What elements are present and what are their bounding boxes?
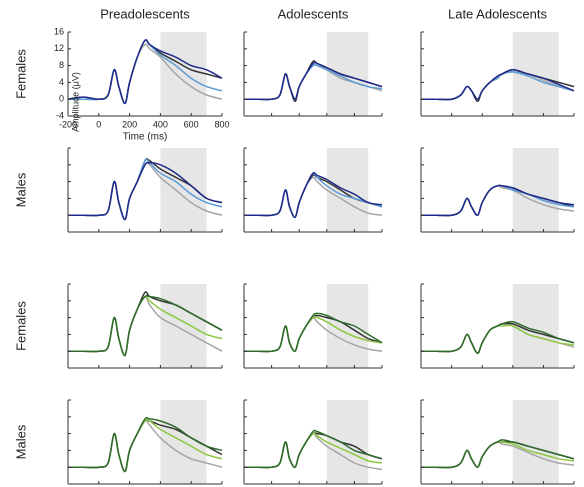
y-tick-label: 16 <box>54 26 64 36</box>
panel <box>420 283 575 369</box>
panel <box>243 399 383 485</box>
erp-line <box>421 320 575 355</box>
row-label: Females <box>13 49 28 99</box>
panel <box>67 283 223 369</box>
panel <box>420 399 575 485</box>
erp-line <box>68 294 223 357</box>
y-tick-label: 8 <box>59 60 64 70</box>
x-tick-label: 800 <box>214 119 229 129</box>
panel <box>243 31 383 117</box>
shaded-window <box>512 148 559 232</box>
erp-line <box>421 69 575 101</box>
erp-line <box>68 161 223 221</box>
panel <box>67 399 223 485</box>
erp-line <box>244 61 383 101</box>
x-tick-label: 0 <box>96 119 101 129</box>
x-tick-label: 400 <box>153 119 168 129</box>
erp-line <box>68 416 223 473</box>
shaded-window <box>160 284 207 368</box>
panel: -4 0 4 8 12 16 -200 0 200 400 600 800 Time (ms) Ampli… <box>54 26 230 142</box>
panel <box>420 147 575 233</box>
y-tick-label: -4 <box>56 110 64 120</box>
shaded-window <box>512 400 559 484</box>
erp-line <box>421 184 575 217</box>
row-label: Males <box>13 424 28 459</box>
row-label: Males <box>13 172 28 207</box>
row-label: Females <box>13 301 28 351</box>
x-axis-label: Time (ms) <box>123 132 168 143</box>
panel <box>243 147 383 233</box>
x-tick-label: 200 <box>122 119 137 129</box>
y-axis-label: Amplitude (μV) <box>70 72 80 132</box>
column-title: Late Adolescents <box>448 6 548 21</box>
erp-line <box>244 312 383 353</box>
panel <box>243 283 383 369</box>
y-tick-label: 12 <box>54 43 64 53</box>
y-tick-label: 4 <box>59 77 64 87</box>
erp-line <box>421 439 575 469</box>
column-title: Adolescents <box>278 6 349 21</box>
x-tick-label: -200 <box>59 119 77 129</box>
shaded-window <box>160 32 207 116</box>
erp-line <box>244 429 383 469</box>
shaded-window <box>160 148 207 232</box>
panel <box>420 31 575 117</box>
erp-line <box>244 171 383 219</box>
y-tick-label: 0 <box>59 94 64 104</box>
column-title: Preadolescents <box>100 6 190 21</box>
shaded-window <box>512 284 559 368</box>
x-tick-label: 600 <box>184 119 199 129</box>
erp-line <box>67 39 223 105</box>
shaded-window <box>326 400 369 484</box>
panel <box>67 147 223 233</box>
